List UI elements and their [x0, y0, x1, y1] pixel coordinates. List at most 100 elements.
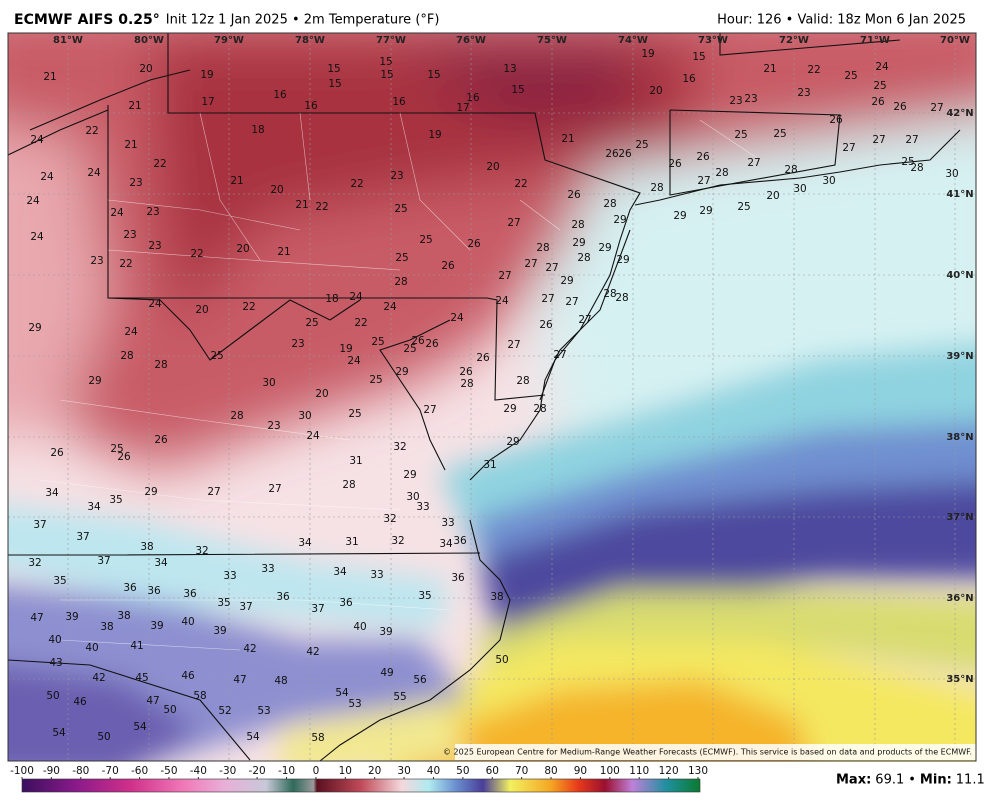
map-frame — [7, 32, 977, 762]
longitude-label: 70°W — [940, 35, 970, 46]
temperature-label: 39 — [379, 626, 392, 638]
temperature-label: 32 — [28, 557, 41, 569]
temperature-label: 27 — [268, 483, 281, 495]
longitude-label: 80°W — [134, 35, 164, 46]
temperature-label: 27 — [541, 293, 554, 305]
temperature-label: 25 — [348, 408, 361, 420]
temperature-label: 15 — [328, 78, 341, 90]
temperature-label: 39 — [65, 611, 78, 623]
temperature-label: 30 — [793, 183, 806, 195]
temperature-label: 24 — [306, 430, 320, 442]
temperature-label: 28 — [394, 276, 407, 288]
temperature-label: 27 — [207, 486, 220, 498]
temperature-label: 37 — [311, 603, 324, 615]
temperature-label: 25 — [901, 156, 914, 168]
colorbar-tick-label: -70 — [102, 765, 119, 777]
temperature-label: 33 — [441, 517, 454, 529]
temperature-label: 29 — [560, 275, 573, 287]
colorbar-tick-label: 100 — [600, 765, 620, 777]
temperature-label: 38 — [140, 541, 153, 553]
temperature-label: 23 — [797, 87, 810, 99]
temperature-label: 33 — [261, 563, 274, 575]
temperature-label: 27 — [930, 102, 943, 114]
latitude-label: 38°N — [946, 432, 973, 443]
temperature-label: 50 — [46, 690, 59, 702]
temperature-label: 39 — [150, 620, 163, 632]
temperature-label: 28 — [615, 292, 628, 304]
longitude-label: 78°W — [295, 35, 325, 46]
temperature-label: 29 — [144, 486, 157, 498]
temperature-label: 26 — [696, 151, 710, 163]
temperature-label: 26 — [476, 352, 490, 364]
temperature-label: 22 — [119, 258, 132, 270]
temperature-label: 24 — [875, 61, 889, 73]
temperature-label: 27 — [872, 134, 885, 146]
latitude-label: 39°N — [946, 351, 973, 362]
temperature-label: 30 — [406, 491, 419, 503]
latitude-label: 42°N — [946, 108, 973, 119]
temperature-label: 26 — [154, 434, 168, 446]
temperature-label: 26 — [467, 238, 481, 250]
temperature-label: 26 — [605, 148, 619, 160]
temperature-label: 37 — [76, 531, 89, 543]
temperature-label: 32 — [383, 513, 396, 525]
temperature-label: 29 — [572, 237, 585, 249]
longitude-label: 75°W — [537, 35, 567, 46]
temperature-label: 26 — [50, 447, 64, 459]
temperature-label: 46 — [73, 696, 87, 708]
temperature-label: 25 — [844, 70, 857, 82]
temperature-label: 24 — [87, 167, 101, 179]
temperature-label: 41 — [130, 640, 143, 652]
temperature-label: 36 — [147, 585, 161, 597]
temperature-label: 58 — [193, 690, 206, 702]
temperature-label: 48 — [274, 675, 287, 687]
temperature-label: 54 — [52, 727, 66, 739]
temperature-label: 36 — [453, 535, 467, 547]
temperature-label: 23 — [390, 170, 403, 182]
temperature-label: 20 — [649, 85, 662, 97]
temperature-label: 26 — [871, 96, 885, 108]
temperature-label: 23 — [123, 229, 136, 241]
temperature-label: 26 — [893, 101, 907, 113]
temperature-label: 38 — [490, 591, 503, 603]
temperature-label: 25 — [110, 443, 123, 455]
temperature-label: 54 — [133, 721, 147, 733]
temperature-label: 25 — [305, 317, 318, 329]
temperature-label: 28 — [516, 375, 529, 387]
temperature-label: 21 — [561, 133, 574, 145]
temperature-label: 26 — [668, 158, 682, 170]
temperature-label: 56 — [413, 674, 427, 686]
temperature-label: 26 — [618, 148, 632, 160]
temperature-label: 23 — [729, 95, 742, 107]
temperature-label: 45 — [135, 672, 148, 684]
temperature-label: 25 — [737, 201, 750, 213]
temperature-label: 25 — [395, 252, 408, 264]
temperature-label: 25 — [419, 234, 432, 246]
temperature-label: 27 — [524, 258, 537, 270]
temperature-label: 40 — [85, 642, 98, 654]
temperature-label: 21 — [128, 100, 141, 112]
temperature-label: 28 — [784, 164, 797, 176]
temperature-label: 20 — [270, 184, 283, 196]
temperature-label: 27 — [507, 339, 520, 351]
temperature-label: 55 — [393, 691, 406, 703]
temperature-label: 36 — [183, 588, 197, 600]
temperature-label: 26 — [539, 319, 553, 331]
temperature-label: 21 — [43, 71, 56, 83]
temperature-label: 24 — [124, 326, 138, 338]
temperature-label: 29 — [506, 436, 519, 448]
temperature-label: 25 — [773, 128, 786, 140]
temperature-label: 27 — [842, 142, 855, 154]
temperature-label: 22 — [807, 64, 820, 76]
temperature-label: 50 — [495, 654, 508, 666]
temperature-label: 15 — [327, 63, 340, 75]
temperature-label: 33 — [223, 570, 236, 582]
temperature-label: 22 — [242, 301, 255, 313]
temperature-label: 15 — [427, 69, 440, 81]
temperature-label: 29 — [673, 210, 686, 222]
temperature-label: 29 — [395, 366, 408, 378]
colorbar-tick-label: 110 — [629, 765, 649, 777]
temperature-label: 29 — [699, 205, 712, 217]
